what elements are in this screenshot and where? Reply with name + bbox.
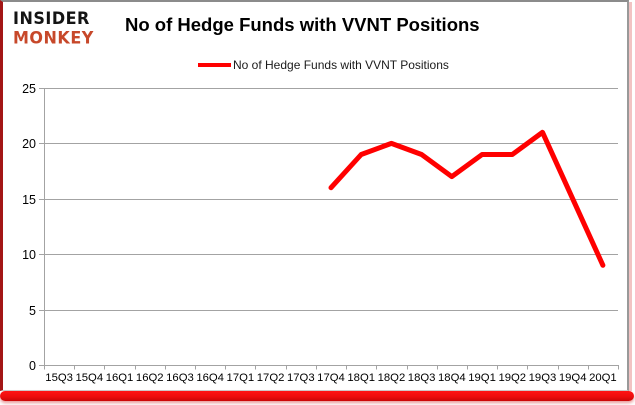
- legend-line-swatch: [198, 63, 231, 67]
- x-tick-label: 18Q4: [438, 372, 466, 384]
- x-tick-label: 19Q3: [529, 372, 557, 384]
- x-tick-label: 17Q3: [287, 372, 315, 384]
- y-tick-label: 5: [29, 304, 36, 318]
- legend: No of Hedge Funds with VVNT Positions: [198, 58, 449, 72]
- x-tick-label: 18Q2: [378, 372, 406, 384]
- x-tick-label: 16Q3: [166, 372, 194, 384]
- x-tick-label: 16Q4: [196, 372, 224, 384]
- x-tick-label: 17Q1: [227, 372, 255, 384]
- y-tick-label: 20: [22, 137, 36, 151]
- x-tick-label: 15Q4: [75, 372, 103, 384]
- x-tick-label: 19Q2: [498, 372, 526, 384]
- insider-monkey-logo: INSIDER MONKEY: [13, 7, 94, 48]
- y-tick-label: 0: [29, 359, 36, 373]
- right-pink-shadow: [629, 2, 632, 391]
- x-tick-label: 15Q3: [45, 372, 73, 384]
- x-tick-label: 16Q2: [136, 372, 164, 384]
- x-tick-label: 17Q2: [257, 372, 285, 384]
- x-tick-label: 19Q1: [468, 372, 496, 384]
- x-tick-label: 18Q1: [347, 372, 375, 384]
- logo-text-insider: INSIDER: [13, 7, 90, 29]
- y-tick-label: 15: [22, 193, 36, 207]
- series-line: [328, 129, 606, 268]
- chart-title: No of Hedge Funds with VVNT Positions: [125, 14, 480, 35]
- x-tick-label: 17Q4: [317, 372, 345, 384]
- logo-text-monkey: MONKEY: [13, 27, 94, 48]
- chart-canvas: INSIDER MONKEY No of Hedge Funds with VV…: [0, 0, 629, 391]
- bottom-red-bar: [0, 391, 634, 401]
- y-tick-label: 25: [22, 82, 36, 96]
- legend-label: No of Hedge Funds with VVNT Positions: [233, 58, 449, 72]
- x-tick-label: 20Q1: [589, 372, 617, 384]
- x-tick-label: 16Q1: [106, 372, 134, 384]
- y-tick-label: 10: [22, 248, 36, 262]
- x-tick-label: 19Q4: [559, 372, 587, 384]
- x-tick-label: 18Q3: [408, 372, 436, 384]
